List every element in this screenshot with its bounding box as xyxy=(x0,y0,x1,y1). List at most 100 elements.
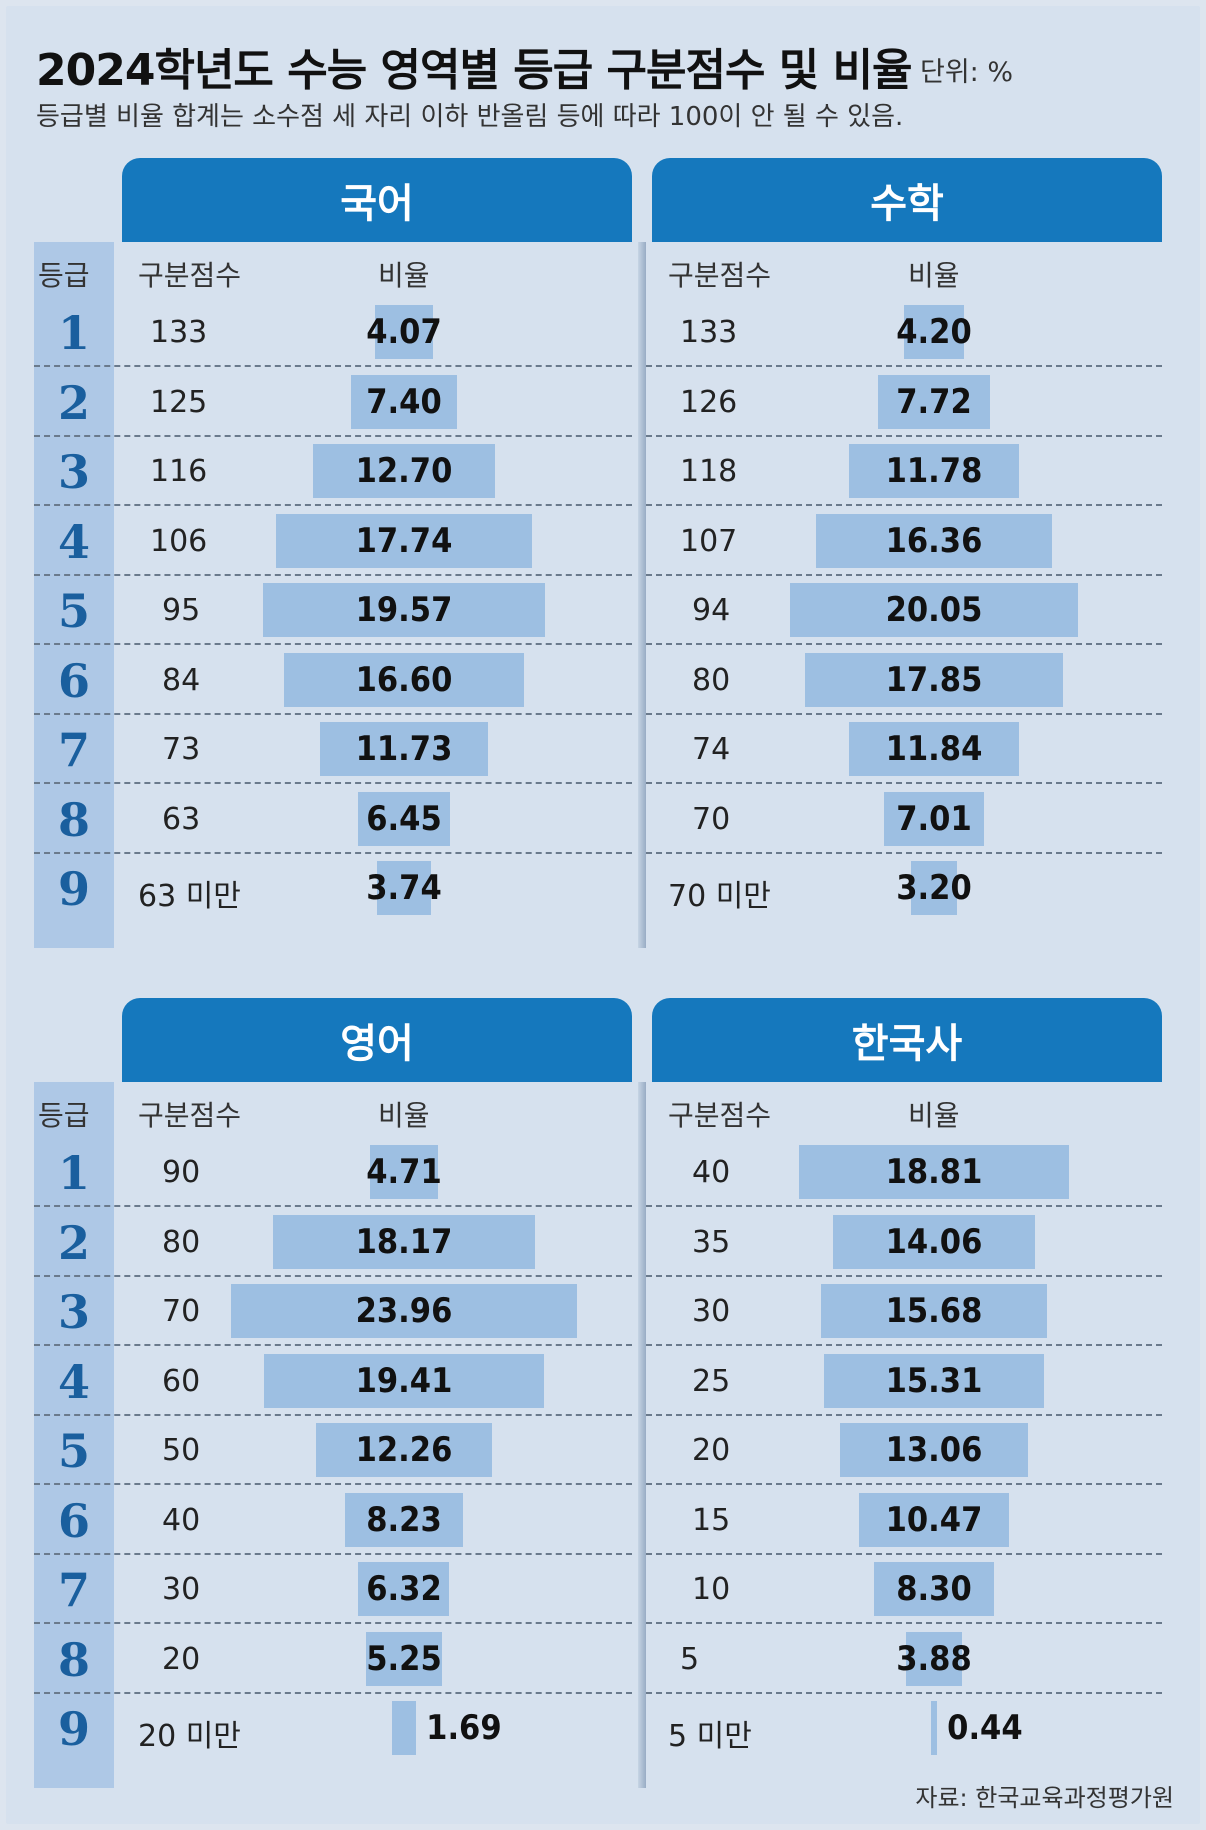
ratio-bar xyxy=(823,1353,1045,1408)
ratio-label: 17.74 xyxy=(355,520,453,561)
ratio-bar xyxy=(816,513,1052,568)
table-row: 94 20.05 xyxy=(646,576,1162,645)
ratio-label: 4.07 xyxy=(366,312,442,352)
page-title: 2024학년도 수능 영역별 등급 구분점수 및 비율 xyxy=(36,45,913,96)
panel-divider xyxy=(638,242,646,948)
table-row: 35 14.06 xyxy=(646,1208,1162,1277)
row-divider xyxy=(34,1344,632,1346)
cutoff-score: 80 xyxy=(162,1224,201,1260)
table-row: 5 3.88 xyxy=(646,1625,1162,1694)
ratio-label: 6.45 xyxy=(366,798,442,839)
row-divider xyxy=(34,1622,632,1624)
row-divider xyxy=(34,573,632,576)
ratio-bar xyxy=(874,1562,994,1616)
cutoff-score: 106 xyxy=(150,523,208,559)
cutoff-score: 20 미만 xyxy=(138,1719,241,1754)
ratio-label: 1.69 xyxy=(426,1708,502,1748)
ratio-label: 15.68 xyxy=(885,1291,983,1331)
ratio-header: 비율 xyxy=(908,1099,960,1132)
ratio-bar xyxy=(883,791,985,846)
ratio-label: 11.84 xyxy=(885,729,983,769)
row-divider xyxy=(646,1274,1162,1277)
cutoff-score: 90 xyxy=(162,1155,201,1190)
grade-number: 3 xyxy=(57,1285,90,1339)
ratio-bar xyxy=(358,1562,450,1616)
cutoff-score: 30 xyxy=(162,1572,201,1607)
ratio-bar xyxy=(273,1214,535,1269)
table-row: 20 13.06 xyxy=(646,1416,1162,1485)
ratio-label: 19.57 xyxy=(355,590,453,630)
ratio-label: 4.71 xyxy=(366,1152,442,1192)
ratio-label: 19.41 xyxy=(355,1360,453,1401)
ratio-bar xyxy=(839,1423,1029,1477)
grade-number: 6 xyxy=(57,653,90,708)
ratio-label: 4.20 xyxy=(896,312,972,352)
grade-number: 9 xyxy=(57,862,90,916)
row-divider xyxy=(646,643,1162,645)
cutoff-score: 70 xyxy=(162,1294,201,1329)
grade-header: 등급 xyxy=(38,1099,90,1132)
ratio-label: 6.32 xyxy=(366,1569,442,1609)
cutoff-header: 구분점수 xyxy=(138,259,242,292)
table-row: 10 8.30 xyxy=(646,1555,1162,1624)
ratio-label: 8.23 xyxy=(366,1499,442,1540)
row-divider xyxy=(646,1483,1162,1485)
ratio-bar xyxy=(849,444,1019,498)
ratio-label: 14.06 xyxy=(885,1221,983,1262)
row-divider xyxy=(646,712,1162,715)
ratio-header: 비율 xyxy=(908,259,960,292)
ratio-label: 10.47 xyxy=(885,1499,983,1540)
grade-number: 3 xyxy=(57,445,90,499)
grade-number: 1 xyxy=(57,1146,90,1200)
cutoff-score: 60 xyxy=(162,1363,201,1399)
cutoff-score: 74 xyxy=(692,732,731,767)
grade-column xyxy=(34,1082,114,1788)
grade-number: 5 xyxy=(57,1424,90,1478)
grade-number: 1 xyxy=(57,306,90,360)
ratio-label: 7.40 xyxy=(366,381,442,422)
panel-divider xyxy=(638,1082,646,1788)
ratio-label: 16.60 xyxy=(355,659,453,700)
cutoff-score: 133 xyxy=(680,315,738,350)
table-row: 126 7.72 xyxy=(646,368,1162,437)
ratio-bar xyxy=(798,1145,1070,1199)
ratio-label: 20.05 xyxy=(885,590,983,630)
ratio-bar xyxy=(263,583,545,637)
table-row: 5 95 19.57 xyxy=(34,576,632,645)
ratio-label: 12.26 xyxy=(355,1430,453,1470)
ratio-bar xyxy=(276,513,532,568)
cutoff-score: 73 xyxy=(162,732,201,767)
grade-number: 8 xyxy=(57,792,90,847)
cutoff-score: 25 xyxy=(692,1363,731,1399)
cutoff-score: 5 미만 xyxy=(668,1719,752,1754)
cutoff-score: 80 xyxy=(692,662,731,698)
table-row: 6 40 8.23 xyxy=(34,1486,632,1555)
row-divider xyxy=(34,782,632,784)
cutoff-score: 20 xyxy=(692,1433,731,1468)
row-divider xyxy=(34,712,632,715)
ratio-label: 3.88 xyxy=(896,1638,972,1679)
cutoff-score: 5 xyxy=(680,1641,700,1677)
ratio-bar xyxy=(789,583,1079,637)
ratio-bar xyxy=(848,722,1020,776)
ratio-bar xyxy=(264,1353,544,1408)
cutoff-score: 15 xyxy=(692,1502,731,1538)
cutoff-score: 107 xyxy=(680,523,738,559)
table-row: 5 미만 0.44 xyxy=(652,1694,1162,1763)
table-row: 80 17.85 xyxy=(646,646,1162,715)
row-divider xyxy=(646,1344,1162,1346)
table-row: 8 20 5.25 xyxy=(34,1625,632,1694)
cutoff-score: 63 xyxy=(162,801,201,837)
table-row: 15 10.47 xyxy=(646,1486,1162,1555)
row-divider xyxy=(646,1205,1162,1207)
row-divider xyxy=(646,851,1162,854)
cutoff-header: 구분점수 xyxy=(668,259,772,292)
cutoff-score: 70 미만 xyxy=(668,879,771,914)
table-row: 133 4.20 xyxy=(646,298,1162,367)
ratio-bar xyxy=(284,652,524,707)
cutoff-header: 구분점수 xyxy=(668,1099,772,1132)
grade-number: 7 xyxy=(57,723,90,777)
ratio-label: 3.20 xyxy=(896,868,972,908)
cutoff-score: 40 xyxy=(692,1155,731,1190)
row-divider xyxy=(646,1691,1162,1694)
